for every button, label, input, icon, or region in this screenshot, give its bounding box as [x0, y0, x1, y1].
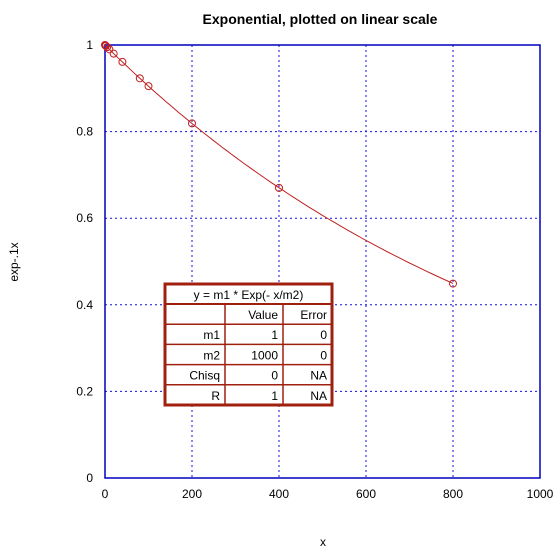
x-tick-labels: 0 200 400 600 800 1000 [102, 487, 554, 501]
chart-title: Exponential, plotted on linear scale [203, 11, 438, 27]
x-axis-label: x [320, 535, 326, 549]
data-point [135, 74, 144, 83]
data-point [144, 82, 153, 91]
x-tick-label: 200 [182, 487, 202, 501]
x-tick-label: 0 [102, 487, 109, 501]
fit-equation: y = m1 * Exp(- x/m2) [194, 288, 304, 302]
fit-table-cell: Chisq [189, 369, 220, 383]
fit-table-header: Value [248, 308, 278, 322]
x-tick-label: 400 [269, 487, 289, 501]
x-tick-label: 1000 [527, 487, 554, 501]
x-tick-label: 600 [356, 487, 376, 501]
fit-table-cell: R [211, 389, 220, 403]
fit-table-cell: m2 [203, 348, 220, 362]
fit-table-cell: 0 [320, 328, 327, 342]
data-point [105, 45, 114, 54]
fit-table-cell: m1 [203, 328, 220, 342]
y-tick-label: 1 [86, 38, 93, 52]
fit-table-cell: 1 [271, 389, 278, 403]
grid [105, 45, 540, 478]
fit-table-cell: 0 [320, 348, 327, 362]
data-points [101, 41, 457, 288]
data-point [449, 279, 457, 288]
y-tick-labels: 0 0.2 0.4 0.6 0.8 1 [76, 38, 93, 485]
data-point [109, 49, 118, 58]
y-axis-label: exp-.1x [7, 242, 21, 281]
fit-results-table: y = m1 * Exp(- x/m2) Value Error m1 1 0 m2 1000… [163, 282, 334, 407]
fit-curve [104, 44, 454, 284]
data-point [103, 43, 112, 52]
fit-table-cell: 1 [271, 328, 278, 342]
y-tick-label: 0.6 [76, 211, 93, 225]
y-tick-label: 0.2 [76, 384, 93, 398]
fit-table-cell: NA [310, 369, 327, 383]
data-point [188, 119, 196, 128]
plot-frame [104, 44, 541, 479]
fit-table-cell: NA [310, 389, 327, 403]
data-point [275, 183, 283, 192]
fit-table-header: Error [300, 308, 327, 322]
fit-table-cell: 1000 [251, 348, 278, 362]
data-point [118, 57, 127, 66]
fit-table-cell: 0 [271, 369, 278, 383]
y-tick-label: 0.4 [76, 298, 93, 312]
x-tick-label: 800 [443, 487, 463, 501]
y-tick-label: 0 [86, 471, 93, 485]
y-tick-label: 0.8 [76, 125, 93, 139]
